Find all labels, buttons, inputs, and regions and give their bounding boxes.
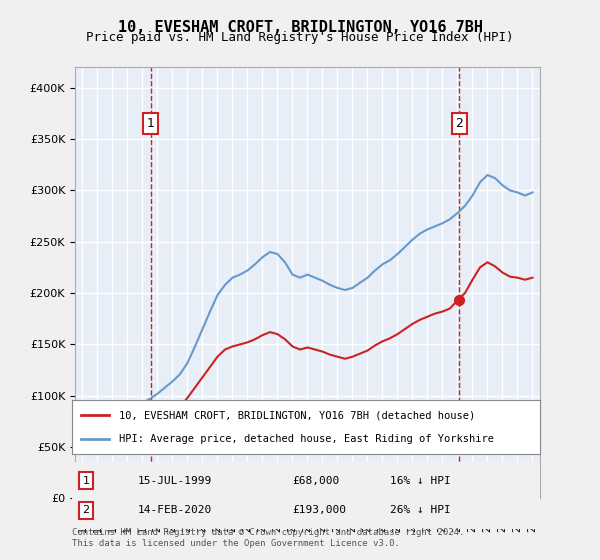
- Text: £193,000: £193,000: [292, 505, 346, 515]
- Text: Contains HM Land Registry data © Crown copyright and database right 2024.
This d: Contains HM Land Registry data © Crown c…: [72, 528, 464, 548]
- Text: Price paid vs. HM Land Registry's House Price Index (HPI): Price paid vs. HM Land Registry's House …: [86, 31, 514, 44]
- Text: 14-FEB-2020: 14-FEB-2020: [137, 505, 212, 515]
- Text: 26% ↓ HPI: 26% ↓ HPI: [390, 505, 451, 515]
- Text: 15-JUL-1999: 15-JUL-1999: [137, 476, 212, 486]
- Text: 1: 1: [83, 476, 89, 486]
- Text: 10, EVESHAM CROFT, BRIDLINGTON, YO16 7BH: 10, EVESHAM CROFT, BRIDLINGTON, YO16 7BH: [118, 20, 482, 35]
- Text: 2: 2: [82, 505, 89, 515]
- Text: 16% ↓ HPI: 16% ↓ HPI: [390, 476, 451, 486]
- Text: HPI: Average price, detached house, East Riding of Yorkshire: HPI: Average price, detached house, East…: [119, 433, 494, 444]
- Text: £68,000: £68,000: [292, 476, 339, 486]
- Text: 1: 1: [146, 117, 155, 130]
- Text: 2: 2: [455, 117, 463, 130]
- Text: 10, EVESHAM CROFT, BRIDLINGTON, YO16 7BH (detached house): 10, EVESHAM CROFT, BRIDLINGTON, YO16 7BH…: [119, 410, 475, 421]
